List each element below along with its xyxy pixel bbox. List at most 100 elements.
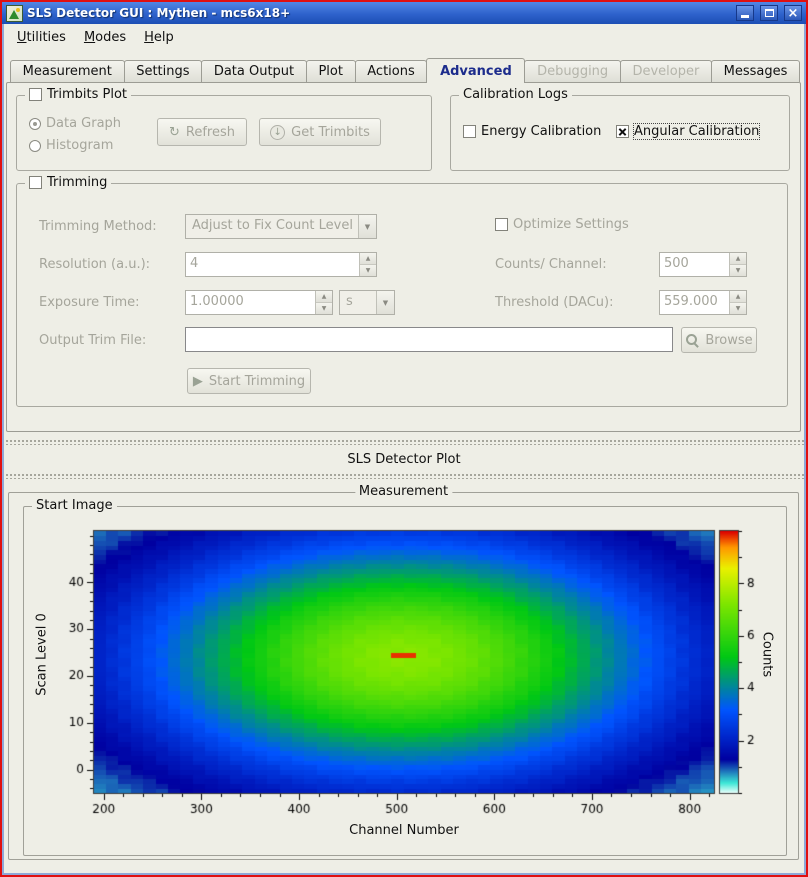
menu-modes-accel: M [83,29,96,45]
download-icon: ↓ [270,124,286,140]
start-image-group: Start Image Scan Level 0 Channel Number … [23,498,787,856]
tab-messages[interactable]: Messages [711,60,801,82]
start-image-title-text: Start Image [36,498,113,513]
menu-help-label: elp [153,29,174,45]
spin-up-icon: ▲ [730,253,746,264]
spin-up-icon: ▲ [730,291,746,302]
title-bar[interactable]: SLS Detector GUI : Mythen - mcs6x18+ × [2,2,806,24]
spin-down-icon: ▼ [730,264,746,276]
tab-settings[interactable]: Settings [123,60,203,82]
measurement-group: Measurement Start Image Scan Level 0 Cha… [8,484,799,860]
checkbox-icon [29,176,42,189]
menu-help[interactable]: Help [135,27,183,48]
browse-label: Browse [705,332,753,348]
calibration-logs-group: Calibration Logs Energy Calibration Angu… [450,87,790,171]
energy-calibration-label: Energy Calibration [481,124,602,139]
resolution-value: 4 [190,256,199,271]
magnifier-icon [685,333,699,347]
optimize-settings-label: Optimize Settings [513,217,629,232]
threshold-value: 559.000 [664,294,718,309]
spin-buttons: ▲ ▼ [729,291,746,314]
colorbar-title: Counts [759,631,775,678]
counts-channel-label: Counts/ Channel: [495,257,607,272]
trimming-group: Trimming Trimming Method: Adjust to Fix … [16,175,788,407]
plot-dock-title: SLS Detector Plot [347,452,461,467]
tab-data-output[interactable]: Data Output [201,60,307,82]
threshold-label: Threshold (DACu): [495,295,614,310]
resolution-label: Resolution (a.u.): [39,257,151,272]
radio-histogram: Histogram [29,138,113,153]
spin-up-icon: ▲ [316,291,332,302]
tab-debugging: Debugging [524,60,621,82]
angular-calibration-checkbox[interactable]: Angular Calibration [616,123,761,140]
spin-down-icon: ▼ [360,264,376,276]
checkbox-icon [463,125,476,138]
exposure-time-label: Exposure Time: [39,295,140,310]
refresh-icon: ↻ [169,124,180,140]
measurement-title-text: Measurement [358,484,449,499]
tab-developer: Developer [619,60,712,82]
menu-modes[interactable]: Modes [75,27,135,48]
menu-modes-label: odes [95,29,127,45]
exposure-time-value: 1.00000 [190,294,244,309]
tab-advanced[interactable]: Advanced [426,58,526,83]
trimming-checkbox[interactable]: Trimming [25,175,112,190]
menu-utilities-label: tilities [26,29,66,45]
app-icon [6,4,23,22]
window-body: Utilities Modes Help Measurement Setting… [2,24,806,875]
trimming-method-label: Trimming Method: [39,219,157,234]
window-title: SLS Detector GUI : Mythen - mcs6x18+ [27,6,291,20]
spin-buttons: ▲ ▼ [359,253,376,276]
trimbits-plot-label: Trimbits Plot [47,87,128,102]
trimbits-plot-checkbox[interactable]: Trimbits Plot [25,87,132,102]
close-icon: × [787,5,799,21]
calibration-logs-title: Calibration Logs [463,87,568,102]
radio-data-graph-label: Data Graph [46,116,122,131]
output-trim-file-input [185,327,673,352]
output-trim-file-label: Output Trim File: [39,333,147,348]
menu-help-accel: H [144,29,154,45]
splitter-handle[interactable] [4,472,804,479]
refresh-button: ↻ Refresh [157,118,247,146]
threshold-spinbox: 559.000 ▲ ▼ [659,290,747,315]
trimbits-plot-group: Trimbits Plot Data Graph Histogram ↻ Ref… [16,87,432,171]
tab-plot[interactable]: Plot [305,60,356,82]
heatmap-canvas[interactable] [28,519,772,849]
radio-data-graph: Data Graph [29,116,121,131]
play-icon: ▶ [192,373,203,389]
energy-calibration-checkbox[interactable]: Energy Calibration [463,124,601,139]
menu-bar: Utilities Modes Help [4,24,183,50]
close-button[interactable]: × [784,5,802,21]
measurement-title: Measurement [354,484,453,499]
spin-buttons: ▲ ▼ [315,291,332,314]
spin-up-icon: ▲ [360,253,376,264]
get-trimbits-label: Get Trimbits [291,124,370,140]
radio-selected-icon [29,117,41,130]
optimize-settings-checkbox: Optimize Settings [495,217,629,232]
exposure-unit-value: s [346,294,353,309]
tab-actions[interactable]: Actions [354,60,428,82]
x-axis-title: Channel Number [349,823,459,838]
maximize-button[interactable] [760,5,778,21]
counts-channel-spinbox: 500 ▲ ▼ [659,252,747,277]
tab-measurement[interactable]: Measurement [10,60,125,82]
refresh-label: Refresh [185,124,235,140]
minimize-button[interactable] [736,5,754,21]
spin-down-icon: ▼ [730,302,746,314]
minimize-icon [741,15,749,18]
radio-icon [29,139,41,152]
start-image-title: Start Image [32,498,117,513]
trimming-method-value: Adjust to Fix Count Level [192,218,353,233]
splitter-handle[interactable] [4,438,804,445]
tab-bar: Measurement Settings Data Output Plot Ac… [10,56,801,83]
menu-utilities[interactable]: Utilities [8,27,75,48]
checkbox-checked-icon [616,125,629,138]
radio-histogram-label: Histogram [46,138,114,153]
checkbox-icon [29,88,42,101]
checkbox-icon [495,218,508,231]
start-trimming-label: Start Trimming [208,373,306,389]
browse-button: Browse [681,327,757,353]
resolution-spinbox: 4 ▲ ▼ [185,252,377,277]
maximize-icon [764,9,774,17]
